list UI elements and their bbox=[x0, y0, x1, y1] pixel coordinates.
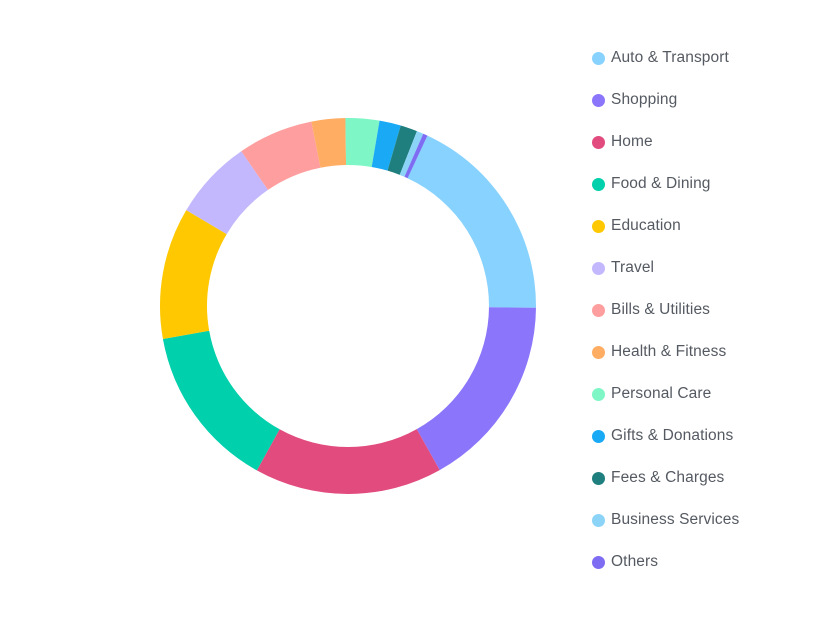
legend-label: Others bbox=[611, 553, 659, 570]
donut-slice-education[interactable] bbox=[159, 210, 227, 340]
legend-item-food-dining[interactable]: Food & Dining bbox=[592, 163, 739, 205]
legend-item-travel[interactable]: Travel bbox=[592, 247, 739, 289]
legend-item-bills-utilities[interactable]: Bills & Utilities bbox=[592, 289, 739, 331]
legend-item-others[interactable]: Others bbox=[592, 541, 739, 583]
legend-dot-icon bbox=[592, 513, 605, 527]
legend-label: Home bbox=[611, 133, 653, 150]
donut-slice-fees-charges[interactable] bbox=[387, 125, 417, 175]
legend-dot-icon bbox=[592, 471, 605, 485]
legend-dot-icon bbox=[592, 261, 605, 275]
legend-item-gifts-donations[interactable]: Gifts & Donations bbox=[592, 415, 739, 457]
donut-slice-auto-transport[interactable] bbox=[407, 135, 536, 308]
legend-dot-icon bbox=[592, 219, 605, 233]
legend-label: Bills & Utilities bbox=[611, 301, 711, 318]
legend-label: Auto & Transport bbox=[611, 49, 729, 66]
donut-slice-personal-care[interactable] bbox=[345, 118, 380, 168]
legend-dot-icon bbox=[592, 345, 605, 359]
legend-item-personal-care[interactable]: Personal Care bbox=[592, 373, 739, 415]
legend-label: Food & Dining bbox=[611, 175, 711, 192]
legend-label: Personal Care bbox=[611, 385, 712, 402]
legend-label: Fees & Charges bbox=[611, 469, 725, 486]
legend-dot-icon bbox=[592, 429, 605, 443]
legend-dot-icon bbox=[592, 387, 605, 401]
legend-dot-icon bbox=[592, 51, 605, 65]
donut-slice-business-services[interactable] bbox=[399, 131, 424, 177]
legend-item-health-fitness[interactable]: Health & Fitness bbox=[592, 331, 739, 373]
legend-item-auto-transport[interactable]: Auto & Transport bbox=[592, 37, 739, 79]
legend-item-home[interactable]: Home bbox=[592, 121, 739, 163]
legend-label: Shopping bbox=[611, 91, 678, 108]
donut-slice-bills-utilities[interactable] bbox=[241, 121, 321, 190]
legend-dot-icon bbox=[592, 555, 605, 569]
legend-dot-icon bbox=[592, 177, 605, 191]
legend-label: Business Services bbox=[611, 511, 740, 528]
donut-slice-health-fitness[interactable] bbox=[311, 118, 347, 168]
chart-legend: Auto & Transport Shopping Home Food & Dinin… bbox=[592, 37, 739, 583]
legend-dot-icon bbox=[592, 135, 605, 149]
legend-dot-icon bbox=[592, 93, 605, 107]
legend-item-shopping[interactable]: Shopping bbox=[592, 79, 739, 121]
legend-item-education[interactable]: Education bbox=[592, 205, 739, 247]
legend-label: Education bbox=[611, 217, 681, 234]
legend-label: Gifts & Donations bbox=[611, 427, 734, 444]
donut-slice-gifts-donations[interactable] bbox=[371, 120, 401, 171]
donut-slice-home[interactable] bbox=[256, 429, 440, 494]
donut-slices bbox=[159, 118, 536, 494]
legend-item-fees-charges[interactable]: Fees & Charges bbox=[592, 457, 739, 499]
legend-dot-icon bbox=[592, 303, 605, 317]
legend-item-business-services[interactable]: Business Services bbox=[592, 499, 739, 541]
donut-slice-food-dining[interactable] bbox=[162, 330, 280, 471]
legend-label: Health & Fitness bbox=[611, 343, 727, 360]
donut-slice-travel[interactable] bbox=[186, 151, 268, 235]
donut-slice-others[interactable] bbox=[404, 133, 428, 179]
donut-slice-shopping[interactable] bbox=[416, 307, 536, 471]
legend-label: Travel bbox=[611, 259, 655, 276]
